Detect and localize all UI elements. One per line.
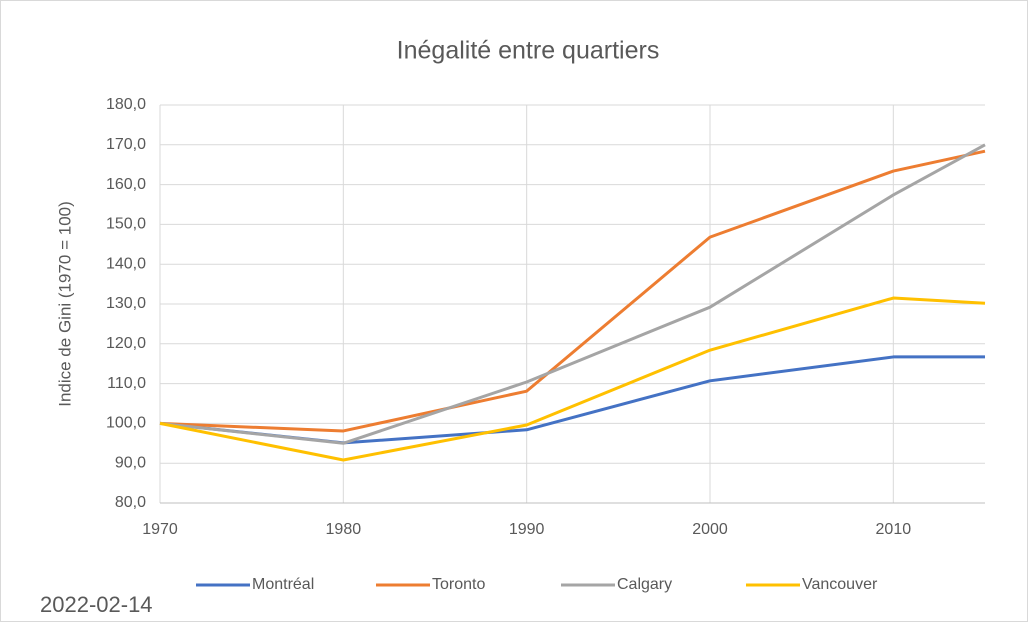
date-annotation: 2022-02-14 (40, 592, 153, 617)
legend-label: Toronto (432, 576, 485, 593)
y-tick-label: 150,0 (106, 216, 146, 233)
x-tick-label: 1990 (509, 521, 545, 538)
x-tick-label: 2000 (692, 521, 728, 538)
y-tick-label: 140,0 (106, 255, 146, 272)
y-tick-label: 80,0 (115, 494, 146, 511)
y-tick-label: 130,0 (106, 295, 146, 312)
legend-label: Calgary (617, 576, 672, 593)
y-tick-label: 160,0 (106, 176, 146, 193)
legend-label: Vancouver (802, 576, 878, 593)
y-tick-label: 110,0 (107, 375, 146, 392)
y-tick-label: 180,0 (106, 96, 146, 113)
y-tick-label: 170,0 (106, 136, 146, 153)
legend-label: Montréal (252, 576, 314, 593)
x-tick-label: 1970 (142, 521, 178, 538)
y-axis-label: Indice de Gini (1970 = 100) (55, 201, 74, 407)
series-line (159, 296, 986, 462)
y-tick-label: 100,0 (106, 415, 146, 432)
y-tick-label: 120,0 (106, 335, 146, 352)
x-tick-label: 2010 (876, 521, 912, 538)
series-line (159, 143, 986, 445)
chart-title: Inégalité entre quartiers (397, 37, 660, 65)
y-tick-label: 90,0 (115, 454, 146, 471)
x-tick-label: 1980 (326, 521, 362, 538)
series-line (159, 149, 986, 433)
